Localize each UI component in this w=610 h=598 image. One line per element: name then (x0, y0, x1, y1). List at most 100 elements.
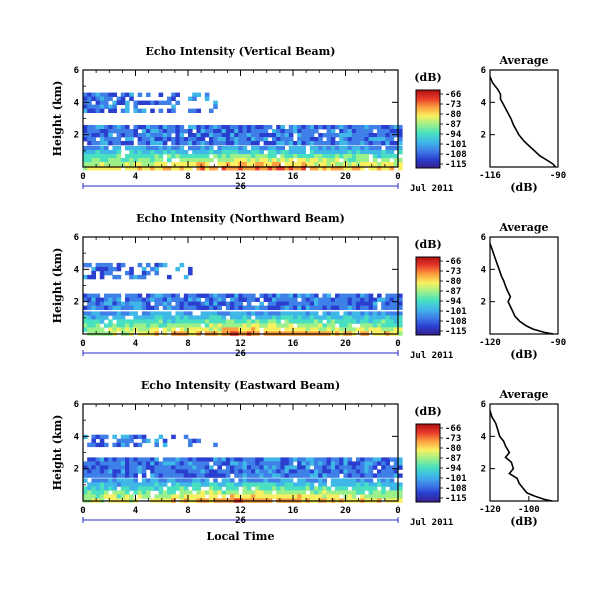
heatmap-cell (158, 297, 164, 302)
heatmap-cell (368, 319, 374, 324)
heatmap-cell (238, 125, 243, 130)
heatmap-cell (108, 311, 113, 316)
heatmap-cell (188, 158, 193, 163)
heatmap-cell (305, 482, 311, 487)
heatmap-cell (242, 129, 248, 134)
heatmap-cell (385, 478, 390, 483)
heatmap-cell (372, 457, 378, 462)
heatmap-cell (255, 461, 260, 466)
heatmap-cell (129, 162, 134, 167)
heatmap-cell (150, 486, 155, 491)
heatmap-cell (259, 494, 264, 499)
heatmap-cell (200, 315, 206, 320)
heatmap-cell (356, 315, 361, 320)
heatmap-cell (158, 154, 164, 159)
heatmap-cell (179, 457, 185, 462)
heatmap-cell (351, 473, 357, 478)
x-tick-label: 0 (395, 339, 400, 349)
heatmap-cell (242, 461, 248, 466)
heatmap-cell (133, 104, 138, 109)
heatmap-cell (372, 133, 378, 138)
heatmap-cell (104, 482, 109, 487)
heatmap-cell (314, 311, 319, 316)
heatmap-cell (284, 297, 290, 302)
heatmap-cell (389, 293, 395, 298)
heatmap-cell (255, 129, 260, 134)
heatmap-cell (305, 327, 311, 332)
heatmap-cell (272, 301, 277, 306)
heatmap-cell (242, 494, 248, 499)
heatmap-cell (146, 323, 151, 328)
heatmap-cell (242, 457, 248, 462)
heatmap-cell (280, 146, 285, 151)
heatmap-cell (351, 478, 357, 483)
heatmap-cell (276, 301, 281, 306)
heatmap-cell (343, 137, 348, 142)
heatmap-cell (293, 305, 298, 310)
heatmap-cell (297, 315, 302, 320)
heatmap-cell (255, 327, 260, 332)
heatmap-cell (225, 490, 231, 495)
profile-line (489, 410, 553, 502)
heatmap-cell (141, 133, 147, 138)
heatmap-cell (267, 327, 273, 332)
heatmap-cell (255, 137, 260, 142)
heatmap-cell (188, 478, 193, 483)
heatmap-cell (284, 293, 290, 298)
colorbar-tick-label: -87 (445, 454, 461, 464)
heatmap-cell (183, 137, 189, 142)
heatmap-cell (116, 262, 122, 268)
heatmap-cell (368, 297, 374, 302)
heatmap-cell (116, 100, 122, 105)
heatmap-cell (230, 469, 235, 474)
heatmap-cell (351, 327, 357, 332)
heatmap-cell (381, 158, 386, 163)
heatmap-cell (351, 315, 357, 320)
heatmap-cell (372, 301, 378, 306)
heatmap-cell (330, 162, 336, 167)
heatmap-cell (351, 482, 357, 487)
heatmap-cell (112, 104, 117, 109)
heatmap-cell (297, 486, 302, 491)
heatmap-cell (116, 274, 122, 280)
heatmap-cell (385, 158, 390, 163)
heatmap-cell (318, 465, 323, 470)
heatmap-cell (381, 323, 386, 328)
heatmap-cell (137, 319, 143, 324)
heatmap-cell (112, 434, 117, 440)
heatmap-cell (175, 486, 180, 491)
heatmap-cell (204, 457, 210, 462)
heatmap-cell (234, 125, 239, 130)
heatmap-cell (87, 486, 92, 491)
heatmap-cell (171, 469, 176, 474)
heatmap-cell (150, 457, 155, 462)
heatmap-cell (213, 323, 218, 328)
heatmap-cell (339, 133, 344, 138)
heatmap-cell (146, 486, 151, 491)
heatmap-cell (91, 434, 96, 440)
heatmap-cell (141, 434, 147, 440)
heatmap-cell (276, 162, 281, 167)
heatmap-cell (87, 100, 92, 105)
heatmap-cell (364, 469, 369, 474)
y-axis-label: Height (km) (51, 248, 64, 324)
heatmap-cell (381, 166, 386, 171)
heatmap-cell (108, 104, 113, 109)
heatmap-cell (167, 465, 172, 470)
heatmap-cell (356, 125, 361, 130)
heatmap-cell (179, 297, 185, 302)
heatmap-cell (183, 473, 189, 478)
heatmap-cell (171, 461, 176, 466)
heatmap-cell (322, 301, 327, 306)
heatmap-cell (225, 146, 231, 151)
heatmap-cell (360, 494, 365, 499)
heatmap-cell (314, 494, 319, 499)
date-month-label: Jul 2011 (410, 518, 453, 528)
heatmap-cell (213, 129, 218, 134)
heatmap-cell (116, 465, 122, 470)
heatmap-cell (175, 125, 180, 130)
heatmap-cell (288, 486, 294, 491)
heatmap-cell (389, 141, 395, 146)
heatmap-cell (288, 297, 294, 302)
heatmap-cell (255, 125, 260, 130)
